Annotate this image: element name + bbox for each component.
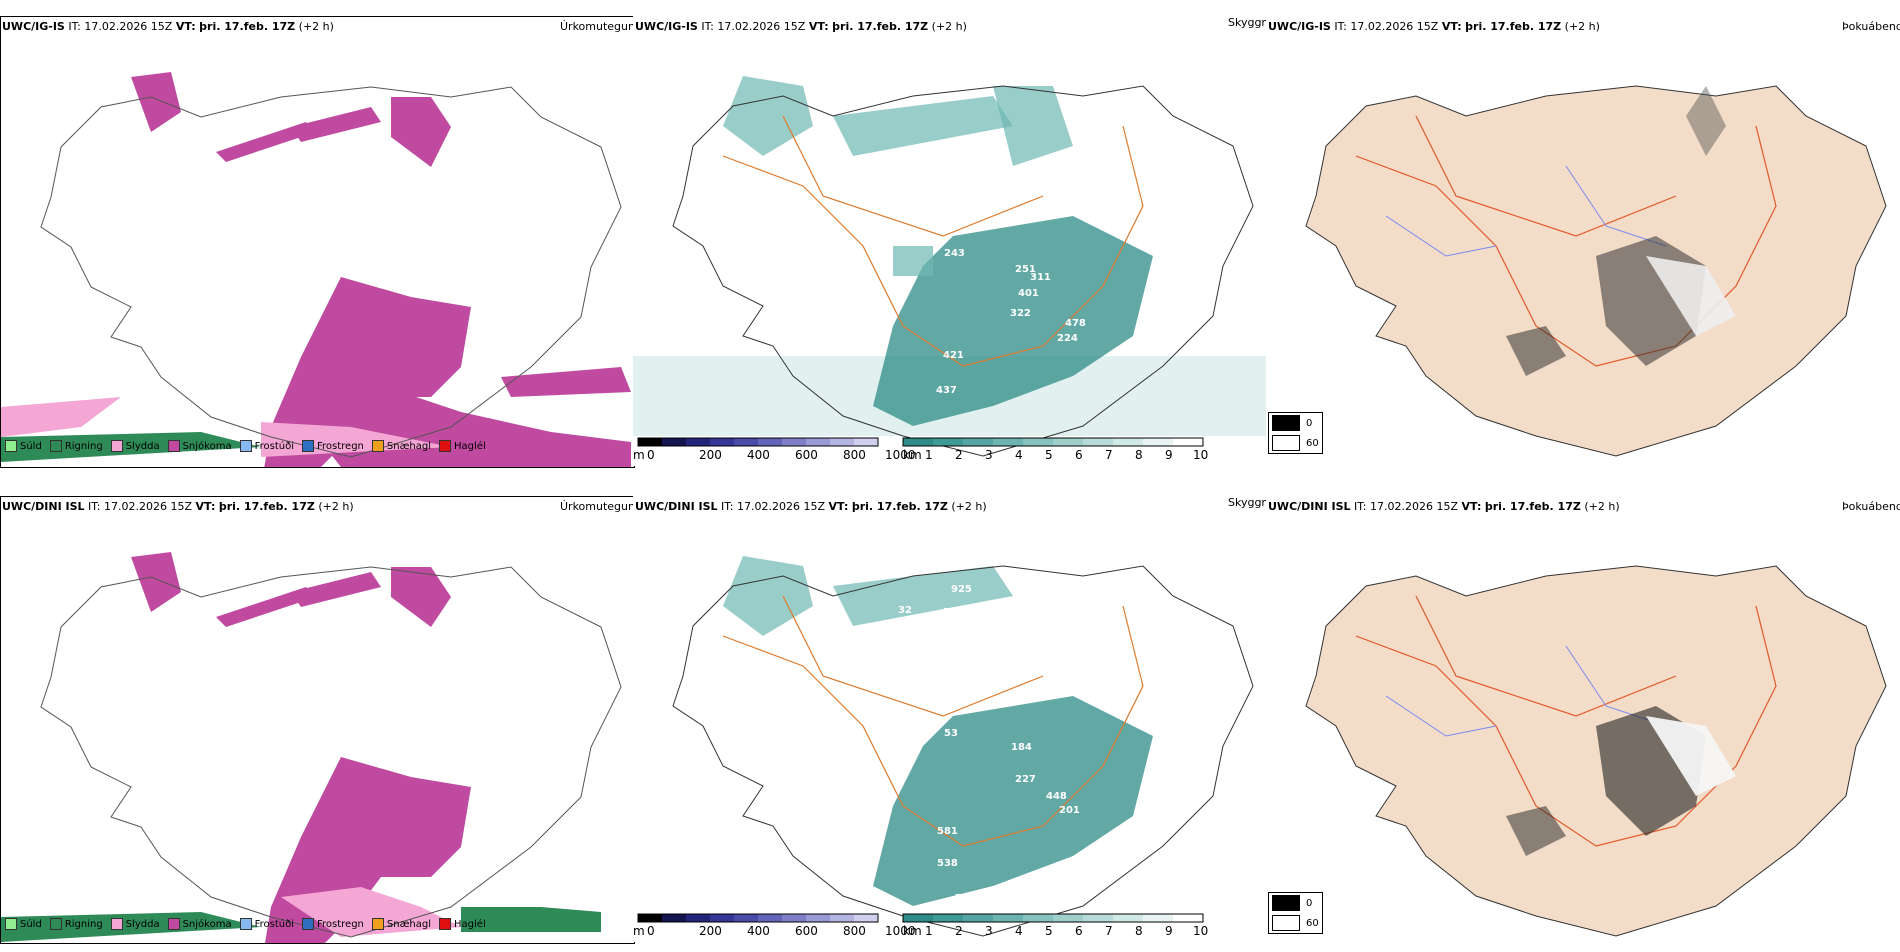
fog-panel-dini bbox=[1266, 496, 1900, 942]
visibility-panel-igis: 407 243 251 311 401 322 478 224 421 437 bbox=[633, 16, 1266, 466]
visibility-panel-dini: 925 32 590 53 184 227 448 201 581 538 7 bbox=[633, 496, 1266, 942]
ceiling-label: 243 bbox=[944, 248, 965, 259]
legend-swatch bbox=[239, 440, 252, 452]
fog-map-igis bbox=[1305, 85, 1887, 457]
ceiling-label: 251 bbox=[1015, 264, 1036, 275]
legend-item-rain: Rigning bbox=[49, 440, 103, 452]
fog-legend-dini: 0 60 bbox=[1268, 892, 1323, 934]
precip-type-panel-dini: Súld Rigning Slydda Snjókoma Frostúði Fr… bbox=[0, 496, 635, 944]
precip-right-title-dini: Úrkomutegund bbox=[560, 500, 642, 513]
ceiling-label: 448 bbox=[1046, 791, 1067, 802]
road-network bbox=[722, 115, 1144, 367]
snow-area bbox=[216, 122, 316, 162]
legend-swatch bbox=[49, 440, 62, 452]
snow-area bbox=[131, 72, 181, 132]
fog-panel-igis bbox=[1266, 16, 1900, 466]
fog-swatch-white bbox=[1272, 915, 1300, 931]
legend-item-snow: Snjókoma bbox=[167, 918, 232, 930]
legend-swatch bbox=[302, 918, 314, 930]
precip-title-igis: UWC/IG-IS IT: 17.02.2026 15Z VT: þri. 17… bbox=[2, 20, 334, 33]
coastline bbox=[40, 86, 622, 458]
fog-title-dini: UWC/DINI ISL IT: 17.02.2026 15Z VT: þri.… bbox=[1268, 500, 1620, 513]
fog-right-title-igis: Þokuábendi bbox=[1842, 20, 1900, 33]
legend-item-freezing-rain: Frostregn bbox=[302, 440, 364, 452]
ceiling-label: 581 bbox=[937, 826, 958, 837]
colorbars-dini bbox=[637, 913, 1204, 923]
fog-legend-igis: 0 60 bbox=[1268, 412, 1323, 454]
visibility-title-dini: UWC/DINI ISL IT: 17.02.2026 15Z VT: þri.… bbox=[635, 500, 987, 513]
colorbars-igis bbox=[637, 437, 1204, 447]
fog-swatch-white bbox=[1272, 435, 1300, 451]
rain-area bbox=[1, 432, 261, 462]
legend-swatch bbox=[49, 918, 62, 930]
sleet-area bbox=[1, 397, 121, 437]
legend-item-snow-pellets: Snæhagl bbox=[371, 918, 431, 930]
legend-item-freezing-drizzle: Frostúði bbox=[239, 918, 294, 930]
legend-item-rain: Rigning bbox=[49, 918, 103, 930]
visibility-right-title-igis: Skyggni bbox=[1228, 16, 1272, 29]
precip-legend-dini: Súld Rigning Slydda Snjókoma Frostúði Fr… bbox=[5, 918, 486, 930]
legend-swatch bbox=[110, 440, 123, 452]
legend-swatch bbox=[239, 918, 252, 930]
ceiling-label: 7 bbox=[955, 893, 962, 904]
legend-item-sleet: Slydda bbox=[110, 918, 160, 930]
fog-title-igis: UWC/IG-IS IT: 17.02.2026 15Z VT: þri. 17… bbox=[1268, 20, 1600, 33]
ceiling-colorbar-labels: m 0 200 400 600 800 1000 bbox=[633, 448, 916, 462]
visibility-map-igis: 407 243 251 311 401 322 478 224 421 437 bbox=[633, 76, 1266, 457]
ceiling-label: 538 bbox=[937, 858, 958, 869]
precip-map-igis bbox=[1, 72, 631, 467]
legend-item-hail: Haglél bbox=[439, 918, 486, 930]
precip-right-title-igis: Úrkomutegund bbox=[560, 20, 642, 33]
legend-swatch bbox=[5, 918, 17, 930]
precip-title-dini: UWC/DINI ISL IT: 17.02.2026 15Z VT: þri.… bbox=[2, 500, 354, 513]
legend-swatch bbox=[439, 918, 452, 930]
fog-map-dini bbox=[1305, 565, 1887, 937]
legend-swatch bbox=[302, 440, 314, 452]
legend-item-freezing-drizzle: Frostúði bbox=[239, 440, 294, 452]
ceiling-label: 478 bbox=[1065, 318, 1086, 329]
ceiling-label: 227 bbox=[1015, 774, 1036, 785]
legend-swatch bbox=[371, 440, 384, 452]
legend-item-snow-pellets: Snæhagl bbox=[371, 440, 431, 452]
legend-swatch bbox=[167, 918, 180, 930]
legend-item-hail: Haglél bbox=[439, 440, 486, 452]
ceiling-label: 590 bbox=[943, 607, 964, 618]
ceiling-label: 224 bbox=[1057, 333, 1078, 344]
legend-item-sleet: Slydda bbox=[110, 440, 160, 452]
ceiling-label: 311 bbox=[1030, 272, 1051, 283]
legend-swatch bbox=[439, 440, 452, 452]
land-area bbox=[1305, 85, 1887, 457]
ceiling-label: 401 bbox=[1018, 288, 1039, 299]
legend-swatch bbox=[5, 440, 17, 452]
visibility-right-title-dini: Skyggni bbox=[1228, 496, 1272, 509]
ceiling-label: 421 bbox=[943, 350, 964, 361]
fog-right-title-dini: Þokuábendi bbox=[1842, 500, 1900, 513]
ceiling-colorbar-labels-dini: m 0 200 400 600 800 1000 bbox=[633, 924, 916, 938]
ceiling-label: 925 bbox=[951, 584, 972, 595]
snow-area bbox=[501, 367, 631, 397]
legend-swatch bbox=[110, 918, 123, 930]
fog-swatch-black bbox=[1272, 415, 1300, 431]
precip-type-panel-igis: Súld Rigning Slydda Snjókoma Frostúði Fr… bbox=[0, 16, 635, 468]
snow-area bbox=[391, 97, 451, 167]
ceiling-label: 184 bbox=[1011, 742, 1032, 753]
fog-swatch-black bbox=[1272, 895, 1300, 911]
visibility-title-igis: UWC/IG-IS IT: 17.02.2026 15Z VT: þri. 17… bbox=[635, 20, 967, 33]
legend-item-snow: Snjókoma bbox=[167, 440, 232, 452]
snow-area bbox=[291, 107, 381, 142]
visibility-map-dini: 925 32 590 53 184 227 448 201 581 538 7 bbox=[672, 556, 1254, 937]
ceiling-label: 32 bbox=[898, 605, 912, 616]
legend-item-drizzle: Súld bbox=[5, 918, 42, 930]
legend-item-freezing-rain: Frostregn bbox=[302, 918, 364, 930]
ceiling-label: 322 bbox=[1010, 308, 1031, 319]
ceiling-label: 201 bbox=[1059, 805, 1080, 816]
legend-swatch bbox=[371, 918, 384, 930]
ceiling-label: 53 bbox=[944, 728, 958, 739]
ceiling-label: 437 bbox=[936, 385, 957, 396]
ceiling-label: 407 bbox=[1088, 131, 1109, 142]
precip-map-dini bbox=[1, 552, 622, 943]
legend-item-drizzle: Súld bbox=[5, 440, 42, 452]
legend-swatch bbox=[167, 440, 180, 452]
precip-legend: Súld Rigning Slydda Snjókoma Frostúði Fr… bbox=[5, 440, 486, 452]
